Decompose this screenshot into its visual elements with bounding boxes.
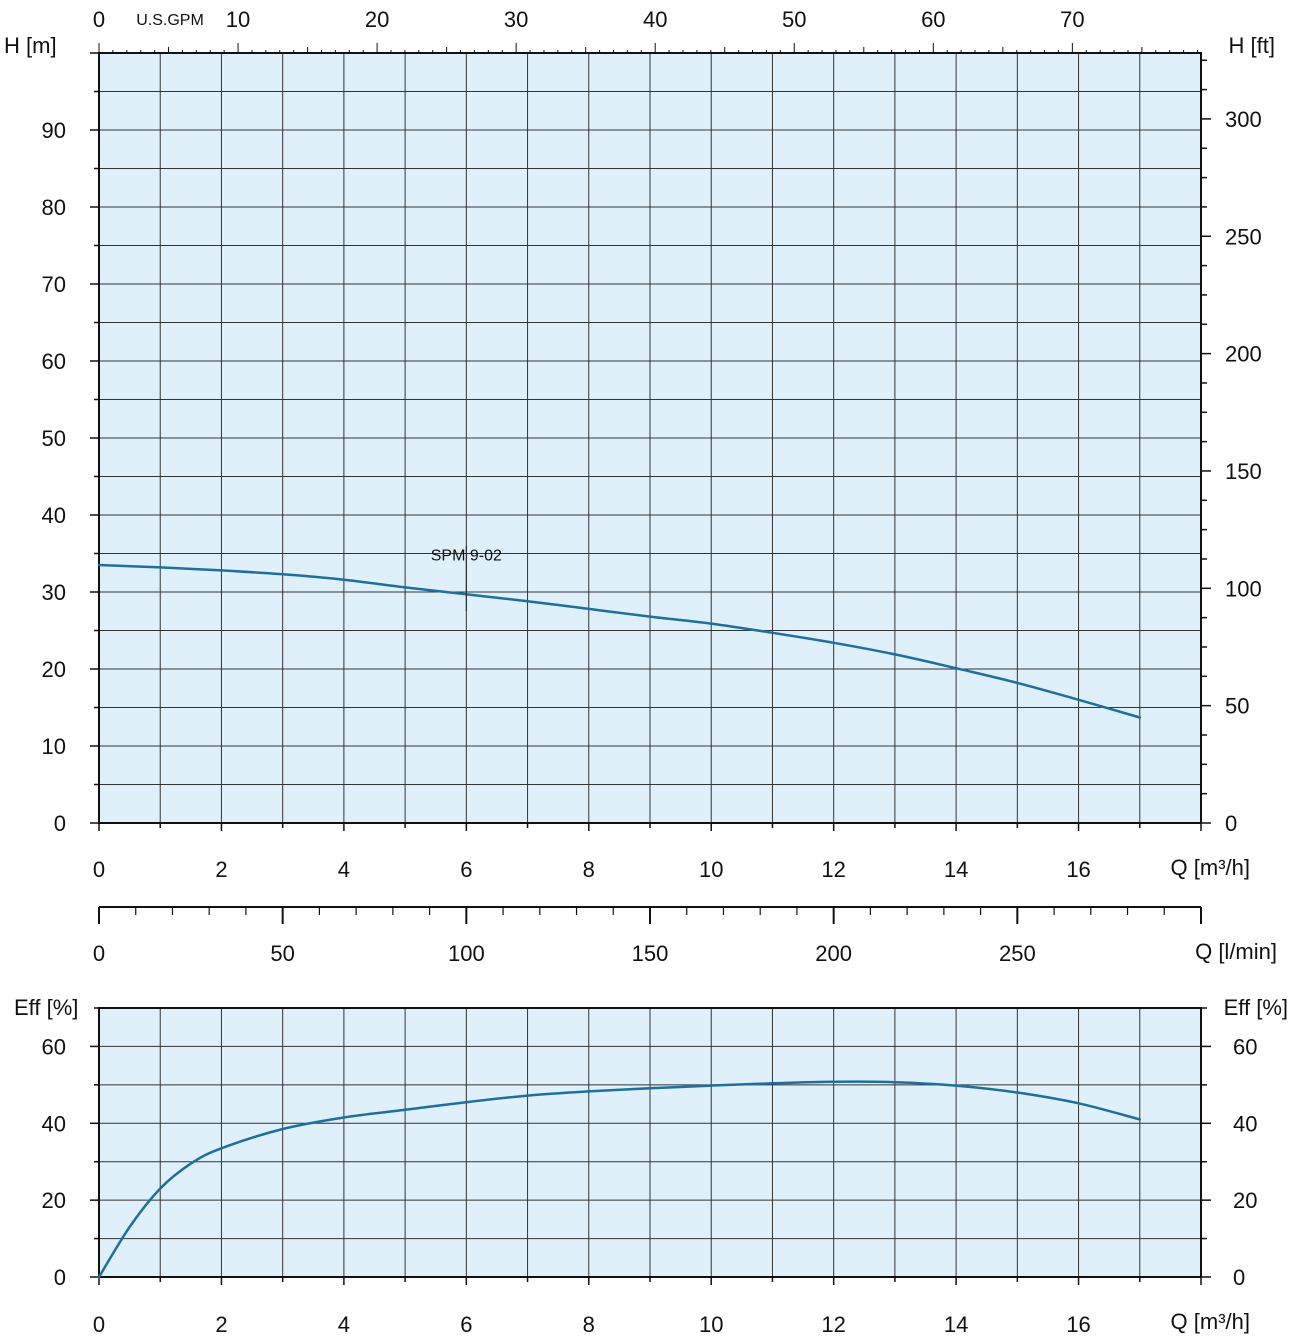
y-tick-label: 50 xyxy=(42,426,66,451)
eff-y2-tick-label: 20 xyxy=(1233,1188,1257,1213)
y-tick-label: 40 xyxy=(42,503,66,528)
lmin-tick-label: 150 xyxy=(632,941,669,966)
y-tick-label: 10 xyxy=(42,734,66,759)
eff-x-axis-label: Q [m³/h] xyxy=(1171,1309,1250,1334)
eff-x-tick-label: 8 xyxy=(583,1312,595,1337)
x2-tick-label: 10 xyxy=(226,7,250,32)
y2-axis-label: H [ft] xyxy=(1229,33,1275,58)
lmin-tick-label: 200 xyxy=(815,941,852,966)
x-tick-label: 2 xyxy=(215,857,227,882)
eff-y2-axis-label: Eff [%] xyxy=(1224,995,1288,1020)
eff-x-tick-label: 6 xyxy=(460,1312,472,1337)
eff-y2-tick-label: 0 xyxy=(1233,1265,1245,1290)
y-tick-label: 0 xyxy=(54,811,66,836)
eff-x-tick-label: 2 xyxy=(215,1312,227,1337)
x-tick-label: 12 xyxy=(821,857,845,882)
x2-tick-label: 50 xyxy=(782,7,806,32)
y2-tick-label: 50 xyxy=(1225,694,1249,719)
eff-y-tick-label: 0 xyxy=(54,1265,66,1290)
lmin-axis-label: Q [l/min] xyxy=(1195,939,1277,964)
eff-x-tick-label: 12 xyxy=(821,1312,845,1337)
eff-y-tick-label: 40 xyxy=(42,1111,66,1136)
y2-tick-label: 0 xyxy=(1225,811,1237,836)
efficiency-chart: 0 2 4 6 8 10 12 14 16 Q [m³/h] 0 0 20 20 40 40 60 60 Eff [… xyxy=(14,995,1288,1337)
series-label: SPM 9-02 xyxy=(431,548,502,565)
y-tick-label: 20 xyxy=(42,657,66,682)
eff-y2-tick-label: 40 xyxy=(1233,1111,1257,1136)
lmin-tick-label: 250 xyxy=(999,941,1036,966)
x-tick-label: 16 xyxy=(1066,857,1090,882)
x2-tick-label: 40 xyxy=(643,7,667,32)
y2-tick-label: 250 xyxy=(1225,224,1262,249)
x2-tick-label: 70 xyxy=(1060,7,1084,32)
eff-x-tick-label: 10 xyxy=(699,1312,723,1337)
y2-tick-label: 200 xyxy=(1225,342,1262,367)
x2-tick-label: 0 xyxy=(93,7,105,32)
y-tick-label: 70 xyxy=(42,272,66,297)
eff-y-tick-label: 60 xyxy=(42,1034,66,1059)
y2-tick-label: 150 xyxy=(1225,459,1262,484)
x-tick-label: 14 xyxy=(944,857,968,882)
x2-tick-label: 60 xyxy=(921,7,945,32)
flow-lmin-axis: 0 50 100 150 200 250 Q [l/min] xyxy=(93,906,1277,966)
head-curve xyxy=(97,563,1142,719)
x-tick-label: 6 xyxy=(460,857,472,882)
eff-x-tick-label: 16 xyxy=(1066,1312,1090,1337)
x-axis-label: Q [m³/h] xyxy=(1171,855,1250,880)
y2-tick-label: 100 xyxy=(1225,576,1262,601)
y2-tick-label: 300 xyxy=(1225,107,1262,132)
x-tick-label: 8 xyxy=(583,857,595,882)
y-tick-label: 30 xyxy=(42,580,66,605)
x2-tick-label: 30 xyxy=(504,7,528,32)
eff-y-tick-label: 20 xyxy=(42,1188,66,1213)
x-tick-label: 4 xyxy=(338,857,350,882)
efficiency-curve xyxy=(97,1080,1142,1279)
y-tick-label: 80 xyxy=(42,195,66,220)
lmin-tick-label: 0 xyxy=(93,941,105,966)
eff-x-tick-label: 14 xyxy=(944,1312,968,1337)
eff-x-tick-label: 0 xyxy=(93,1312,105,1337)
x-tick-label: 10 xyxy=(699,857,723,882)
lmin-tick-label: 50 xyxy=(270,941,294,966)
lmin-tick-label: 100 xyxy=(448,941,485,966)
eff-y2-tick-label: 60 xyxy=(1233,1034,1257,1059)
y-tick-label: 90 xyxy=(42,118,66,143)
y-tick-label: 60 xyxy=(42,349,66,374)
eff-y-axis-label: Eff [%] xyxy=(14,995,78,1020)
x-tick-label: 0 xyxy=(93,857,105,882)
eff-x-tick-label: 4 xyxy=(338,1312,350,1337)
x2-tick-label: 20 xyxy=(365,7,389,32)
x2-axis-label: U.S.GPM xyxy=(136,12,204,29)
y-axis-label: H [m] xyxy=(4,33,57,58)
head-chart: 0 2 4 6 8 10 12 14 16 Q [m³/h] 0 10 20 30 40 50 60 70 80 90… xyxy=(4,7,1275,882)
